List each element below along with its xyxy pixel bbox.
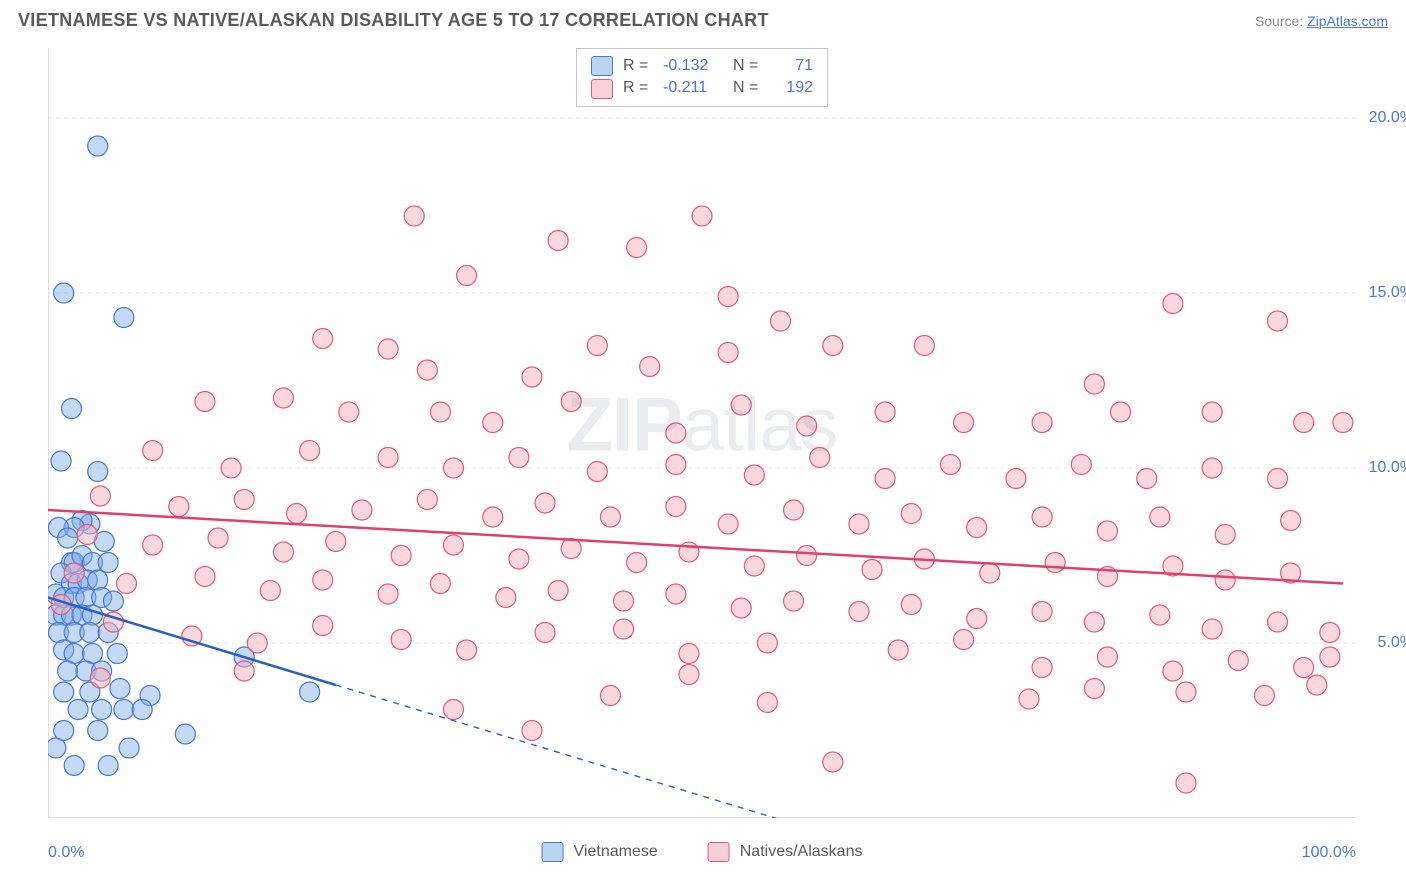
- n-value: 192: [773, 77, 813, 99]
- legend-swatch-pink: [708, 842, 730, 862]
- r-label: R =: [623, 77, 653, 99]
- legend-correlation-box: R = -0.132 N = 71 R = -0.211 N = 192: [576, 48, 828, 107]
- r-value: -0.132: [663, 55, 723, 77]
- page-title: VIETNAMESE VS NATIVE/ALASKAN DISABILITY …: [18, 10, 769, 31]
- legend-label: Vietnamese: [574, 843, 658, 861]
- y-tick-label: 20.0%: [1369, 109, 1406, 127]
- y-tick-label: 5.0%: [1378, 634, 1406, 652]
- legend-swatch-pink: [591, 79, 613, 99]
- n-label: N =: [733, 55, 763, 77]
- legend-label: Natives/Alaskans: [740, 843, 863, 861]
- legend-series: Vietnamese Natives/Alaskans: [542, 842, 863, 862]
- legend-row: R = -0.211 N = 192: [591, 77, 813, 99]
- source-attribution: Source: ZipAtlas.com: [1255, 13, 1388, 29]
- r-label: R =: [623, 55, 653, 77]
- legend-item: Natives/Alaskans: [708, 842, 863, 862]
- y-tick-label: 15.0%: [1369, 284, 1406, 302]
- x-axis-min-label: 0.0%: [48, 844, 84, 862]
- source-link[interactable]: ZipAtlas.com: [1307, 13, 1388, 29]
- legend-row: R = -0.132 N = 71: [591, 55, 813, 77]
- plot-svg: [48, 48, 1356, 818]
- source-prefix: Source:: [1255, 13, 1307, 29]
- n-value: 71: [773, 55, 813, 77]
- n-label: N =: [733, 77, 763, 99]
- x-axis-max-label: 100.0%: [1302, 844, 1356, 862]
- scatter-chart: Disability Age 5 to 17 ZIPatlas R = -0.1…: [48, 48, 1356, 818]
- legend-swatch-blue: [542, 842, 564, 862]
- legend-swatch-blue: [591, 56, 613, 76]
- y-tick-label: 10.0%: [1369, 459, 1406, 477]
- legend-item: Vietnamese: [542, 842, 658, 862]
- r-value: -0.211: [663, 77, 723, 99]
